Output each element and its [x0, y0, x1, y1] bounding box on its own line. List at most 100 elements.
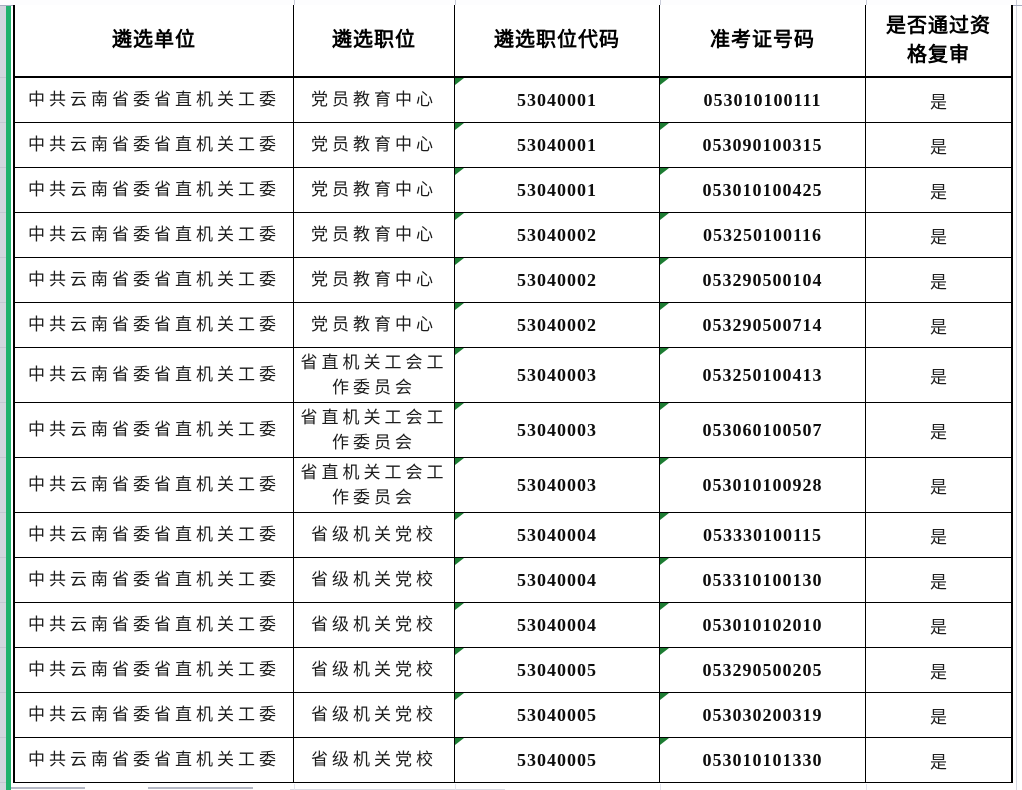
cell-unit[interactable]: 中共云南省委省直机关工委: [15, 558, 294, 602]
cell-unit[interactable]: 中共云南省委省直机关工委: [15, 168, 294, 212]
cell-pass-review[interactable]: 是: [866, 458, 1011, 512]
gridline-stub: [1016, 0, 1017, 5]
row-header-gridline: [0, 123, 6, 168]
header-cell-unit[interactable]: 遴选单位: [15, 5, 294, 76]
cell-position-code[interactable]: 53040001: [455, 123, 660, 167]
cell-position-code[interactable]: 53040004: [455, 558, 660, 602]
cell-ticket-number[interactable]: 053290500205: [660, 648, 866, 692]
cell-position-code[interactable]: 53040005: [455, 693, 660, 737]
cell-position[interactable]: 党员教育中心: [294, 78, 455, 122]
cell-unit[interactable]: 中共云南省委省直机关工委: [15, 648, 294, 692]
cell-ticket-number[interactable]: 053010101330: [660, 738, 866, 782]
cell-position[interactable]: 省级机关党校: [294, 693, 455, 737]
row-header-gridline: [0, 0, 6, 78]
row-header-gridline: [0, 403, 6, 458]
cell-text: 是: [930, 617, 947, 637]
cell-text: 中共云南省委省直机关工委: [28, 135, 280, 155]
cell-pass-review[interactable]: 是: [866, 78, 1011, 122]
cell-unit[interactable]: 中共云南省委省直机关工委: [15, 458, 294, 512]
header-cell-position-code[interactable]: 遴选职位代码: [455, 5, 660, 76]
cell-position[interactable]: 省级机关党校: [294, 603, 455, 647]
cell-ticket-number[interactable]: 053290500104: [660, 258, 866, 302]
cell-text: 53040003: [517, 364, 597, 385]
table-row: 中共云南省委省直机关工委 省级机关党校 53040004 05333010011…: [15, 513, 1011, 558]
cell-pass-review[interactable]: 是: [866, 603, 1011, 647]
cell-position-code[interactable]: 53040004: [455, 603, 660, 647]
cell-position[interactable]: 党员教育中心: [294, 258, 455, 302]
cell-position-code[interactable]: 53040004: [455, 513, 660, 557]
error-indicator-icon: [660, 213, 669, 220]
cell-position-code[interactable]: 53040005: [455, 738, 660, 782]
cell-pass-review[interactable]: 是: [866, 403, 1011, 457]
cell-pass-review[interactable]: 是: [866, 348, 1011, 402]
cell-position-code[interactable]: 53040003: [455, 403, 660, 457]
cell-text: 053010100111: [703, 89, 822, 110]
error-indicator-icon: [660, 648, 669, 655]
cell-ticket-number[interactable]: 053250100413: [660, 348, 866, 402]
cell-unit[interactable]: 中共云南省委省直机关工委: [15, 123, 294, 167]
cell-text: 53040001: [517, 89, 597, 110]
row-header-gridline: [0, 648, 6, 693]
cell-position[interactable]: 省级机关党校: [294, 513, 455, 557]
cell-ticket-number[interactable]: 053330100115: [660, 513, 866, 557]
cell-position[interactable]: 省级机关党校: [294, 558, 455, 602]
cell-unit[interactable]: 中共云南省委省直机关工委: [15, 603, 294, 647]
header-cell-pass-review[interactable]: 是否通过资格复审: [866, 5, 1011, 76]
cell-pass-review[interactable]: 是: [866, 213, 1011, 257]
table-header-row: 遴选单位 遴选职位 遴选职位代码 准考证号码 是否通过资格复审: [15, 5, 1011, 78]
cell-position[interactable]: 党员教育中心: [294, 168, 455, 212]
cell-unit[interactable]: 中共云南省委省直机关工委: [15, 303, 294, 347]
cell-ticket-number[interactable]: 053250100116: [660, 213, 866, 257]
cell-ticket-number[interactable]: 053010102010: [660, 603, 866, 647]
cell-unit[interactable]: 中共云南省委省直机关工委: [15, 513, 294, 557]
cell-position[interactable]: 党员教育中心: [294, 213, 455, 257]
cell-position[interactable]: 省直机关工会工作委员会: [294, 458, 455, 512]
cell-ticket-number[interactable]: 053010100425: [660, 168, 866, 212]
cell-position-code[interactable]: 53040001: [455, 78, 660, 122]
cell-ticket-number[interactable]: 053010100111: [660, 78, 866, 122]
cell-ticket-number[interactable]: 053290500714: [660, 303, 866, 347]
cell-ticket-number[interactable]: 053010100928: [660, 458, 866, 512]
cell-ticket-number[interactable]: 053310100130: [660, 558, 866, 602]
cell-text: 党员教育中心: [311, 135, 437, 155]
cell-unit[interactable]: 中共云南省委省直机关工委: [15, 693, 294, 737]
row-header-gridline: [0, 603, 6, 648]
header-cell-position[interactable]: 遴选职位: [294, 5, 455, 76]
cell-pass-review[interactable]: 是: [866, 513, 1011, 557]
cell-position[interactable]: 省级机关党校: [294, 738, 455, 782]
cell-pass-review[interactable]: 是: [866, 123, 1011, 167]
cell-unit[interactable]: 中共云南省委省直机关工委: [15, 258, 294, 302]
cell-position-code[interactable]: 53040002: [455, 258, 660, 302]
cell-position-code[interactable]: 53040005: [455, 648, 660, 692]
cell-position[interactable]: 党员教育中心: [294, 123, 455, 167]
cell-ticket-number[interactable]: 053060100507: [660, 403, 866, 457]
cell-ticket-number[interactable]: 053090100315: [660, 123, 866, 167]
cell-position-code[interactable]: 53040002: [455, 303, 660, 347]
table-row: 中共云南省委省直机关工委 党员教育中心 53040001 05309010031…: [15, 123, 1011, 168]
cell-position[interactable]: 省直机关工会工作委员会: [294, 348, 455, 402]
cell-ticket-number[interactable]: 053030200319: [660, 693, 866, 737]
cell-position-code[interactable]: 53040003: [455, 348, 660, 402]
cell-unit[interactable]: 中共云南省委省直机关工委: [15, 738, 294, 782]
cell-position-code[interactable]: 53040003: [455, 458, 660, 512]
cell-position[interactable]: 党员教育中心: [294, 303, 455, 347]
cell-unit[interactable]: 中共云南省委省直机关工委: [15, 348, 294, 402]
cell-pass-review[interactable]: 是: [866, 168, 1011, 212]
cell-text: 党员教育中心: [311, 315, 437, 335]
cell-position[interactable]: 省级机关党校: [294, 648, 455, 692]
cell-pass-review[interactable]: 是: [866, 648, 1011, 692]
cell-unit[interactable]: 中共云南省委省直机关工委: [15, 78, 294, 122]
cell-unit[interactable]: 中共云南省委省直机关工委: [15, 403, 294, 457]
cell-pass-review[interactable]: 是: [866, 303, 1011, 347]
cell-pass-review[interactable]: 是: [866, 558, 1011, 602]
cell-position-code[interactable]: 53040001: [455, 168, 660, 212]
cell-position-code[interactable]: 53040002: [455, 213, 660, 257]
cell-pass-review[interactable]: 是: [866, 693, 1011, 737]
cell-pass-review[interactable]: 是: [866, 258, 1011, 302]
header-cell-ticket-number[interactable]: 准考证号码: [660, 5, 866, 76]
cell-pass-review[interactable]: 是: [866, 738, 1011, 782]
row-header-gridline: [0, 458, 6, 513]
row-header-gridline: [0, 168, 6, 213]
cell-position[interactable]: 省直机关工会工作委员会: [294, 403, 455, 457]
cell-unit[interactable]: 中共云南省委省直机关工委: [15, 213, 294, 257]
